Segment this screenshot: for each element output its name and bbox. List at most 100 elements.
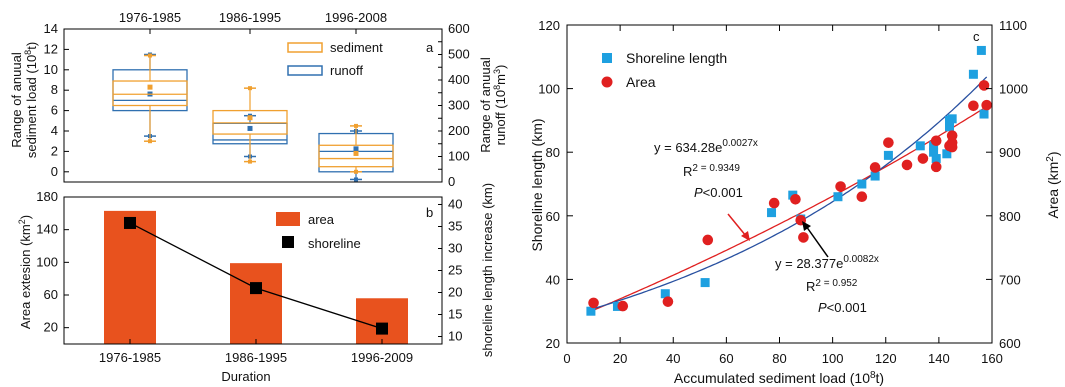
panel-a-ytick-label: 14	[44, 21, 58, 36]
sediment-box-1-min-marker	[148, 139, 152, 144]
panel-b-ytick-label: 140	[36, 222, 58, 237]
panel-a-y2tick-label: 500	[448, 47, 470, 62]
panel-a-ytick-label: 4	[51, 123, 58, 138]
legend-runoff-label: runoff	[330, 63, 363, 78]
panel-b-ytick-label: 180	[36, 189, 58, 204]
panel-a-y2tick-label: 100	[448, 149, 470, 164]
panel-b-xtick-label: 1996-2009	[351, 350, 413, 365]
panel-b-bar-line-chart: 20 60 100 140 180 10 15 20 25 30 35 40 1976-1985 1986…	[17, 183, 495, 384]
area-fit-p: P<0.001	[694, 185, 743, 200]
area-point-23	[981, 99, 992, 111]
panel-c-scatter-chart: 0 20 40 60 80 100 120 140 1602040608010012060070…	[529, 18, 1061, 386]
panel-c-y2tick-label: 800	[999, 209, 1021, 224]
area-point-3	[662, 296, 674, 307]
shoreline-length-point-4	[700, 278, 710, 288]
sediment-box-3-max-marker	[354, 123, 358, 128]
area-point-6	[790, 193, 801, 205]
sediment-box-1-mean	[147, 84, 153, 90]
panel-a-box-chart: 1976-1985 1986-1995 1996-2008 0 2 4 6 8 10 12 14 0…	[9, 10, 508, 189]
panel-b-y2tick-label: 20	[448, 285, 462, 300]
panel-b-y2tick-label: 40	[448, 196, 462, 211]
sediment-box-1-max-marker	[148, 53, 152, 58]
panel-b-ytick-label: 100	[36, 254, 58, 269]
panel-a-ytick-label: 10	[44, 62, 58, 77]
legend-shoreline-label: shoreline	[308, 236, 361, 251]
legend-sediment-swatch	[287, 42, 323, 53]
shoreline-length-point-2	[612, 301, 622, 311]
shoreline-point-3	[376, 322, 388, 335]
panel-b-y2tick-label: 10	[448, 329, 462, 344]
legend-shoreline-length-marker	[602, 53, 612, 63]
legend-area-swatch	[276, 212, 300, 226]
panel-c-ytick-label: 20	[546, 336, 560, 351]
area-point-15	[930, 161, 942, 173]
panel-a-category-label: 1976-1985	[119, 10, 181, 25]
panel-c-xtick-label: 100	[822, 351, 844, 366]
area-point-14	[917, 153, 929, 164]
panel-b-y2tick-label: 35	[448, 218, 462, 233]
legend-sediment-label: sediment	[330, 40, 383, 55]
shoreline-length-point-13	[929, 147, 939, 157]
panel-c-xlabel: Accumulated sediment load (108t)	[674, 370, 884, 386]
sediment-box-2-max-marker	[248, 86, 252, 91]
panel-b-y2tick-label: 30	[448, 240, 462, 255]
legend-runoff-swatch	[287, 65, 323, 76]
panel-c-xtick-label: 140	[928, 351, 950, 366]
panel-a-ytick-label: 6	[51, 103, 58, 118]
area-point-13	[901, 159, 913, 171]
shoreline-fit-p: P<0.001	[818, 300, 867, 315]
shoreline-length-point-15	[931, 154, 941, 164]
panel-a-y2tick-label: 200	[448, 123, 470, 138]
panel-a-ytick-label: 12	[44, 41, 58, 56]
sediment-box-3-mean	[353, 150, 359, 156]
panel-b-xlabel: Duration	[221, 369, 270, 384]
shoreline-fit-r2: R2 = 0.952	[806, 278, 858, 294]
panel-c-xtick-label: 80	[772, 351, 786, 366]
shoreline-length-point-12	[915, 141, 925, 151]
panel-c-ylabel: Shoreline length (km)	[529, 118, 545, 251]
panel-a-ytick-label: 8	[51, 82, 58, 97]
panel-c-y2tick-label: 900	[999, 145, 1021, 160]
area-fit-arrow	[727, 213, 747, 237]
shoreline-fit-equation: y = 28.377e0.0082x	[775, 254, 879, 271]
area-point-12	[883, 137, 894, 148]
shoreline-length-point-5	[767, 208, 777, 218]
panel-b-ylabel-right: shoreline length increase (km)	[480, 183, 495, 357]
panel-c-xtick-label: 60	[719, 351, 733, 366]
area-point-4	[702, 234, 714, 246]
panel-c-xtick-label: 160	[981, 351, 1003, 366]
area-bar-3	[356, 298, 408, 344]
area-point-8	[798, 232, 809, 243]
panel-c-ylabel-right: Area (km2)	[1045, 151, 1061, 218]
shoreline-length-point-21	[976, 45, 986, 55]
panel-c-y2tick-label: 600	[999, 336, 1021, 351]
shoreline-fit-curve	[590, 76, 988, 311]
runoff-box-3-mean	[353, 146, 359, 152]
shoreline-length-point-10	[870, 171, 880, 181]
panel-a-y2tick-label: 600	[448, 21, 470, 36]
panel-c-y2tick-label: 1000	[999, 82, 1028, 97]
shoreline-length-point-9	[857, 179, 867, 189]
shoreline-length-point-20	[968, 69, 978, 79]
shoreline-length-point-18	[945, 122, 954, 132]
shoreline-fit-arrow	[805, 225, 829, 258]
panel-b-ylabel: Area extesion (km2)	[17, 215, 33, 329]
panel-c-ytick-label: 40	[546, 272, 560, 287]
area-point-5	[768, 197, 780, 209]
sediment-box-2-min-marker	[248, 159, 252, 164]
area-point-10	[856, 191, 868, 203]
legend-shoreline-length-label: Shoreline length	[626, 50, 727, 66]
shoreline-length-point-3	[660, 289, 670, 299]
legend-area-label-c: Area	[626, 74, 656, 90]
legend-area-marker	[601, 76, 613, 88]
area-point-16	[930, 135, 942, 147]
panel-c-frame	[566, 24, 993, 344]
panel-c-ytick-label: 80	[546, 145, 560, 160]
area-point-21	[968, 100, 979, 112]
sediment-box-1-box	[112, 80, 188, 107]
panel-c-xtick-label: 0	[563, 351, 570, 366]
panel-b-xtick-label: 1986-1995	[225, 350, 287, 365]
sediment-box-2-mean	[247, 115, 253, 121]
shoreline-length-point-22	[979, 109, 989, 119]
panel-c-label: c	[973, 29, 980, 44]
